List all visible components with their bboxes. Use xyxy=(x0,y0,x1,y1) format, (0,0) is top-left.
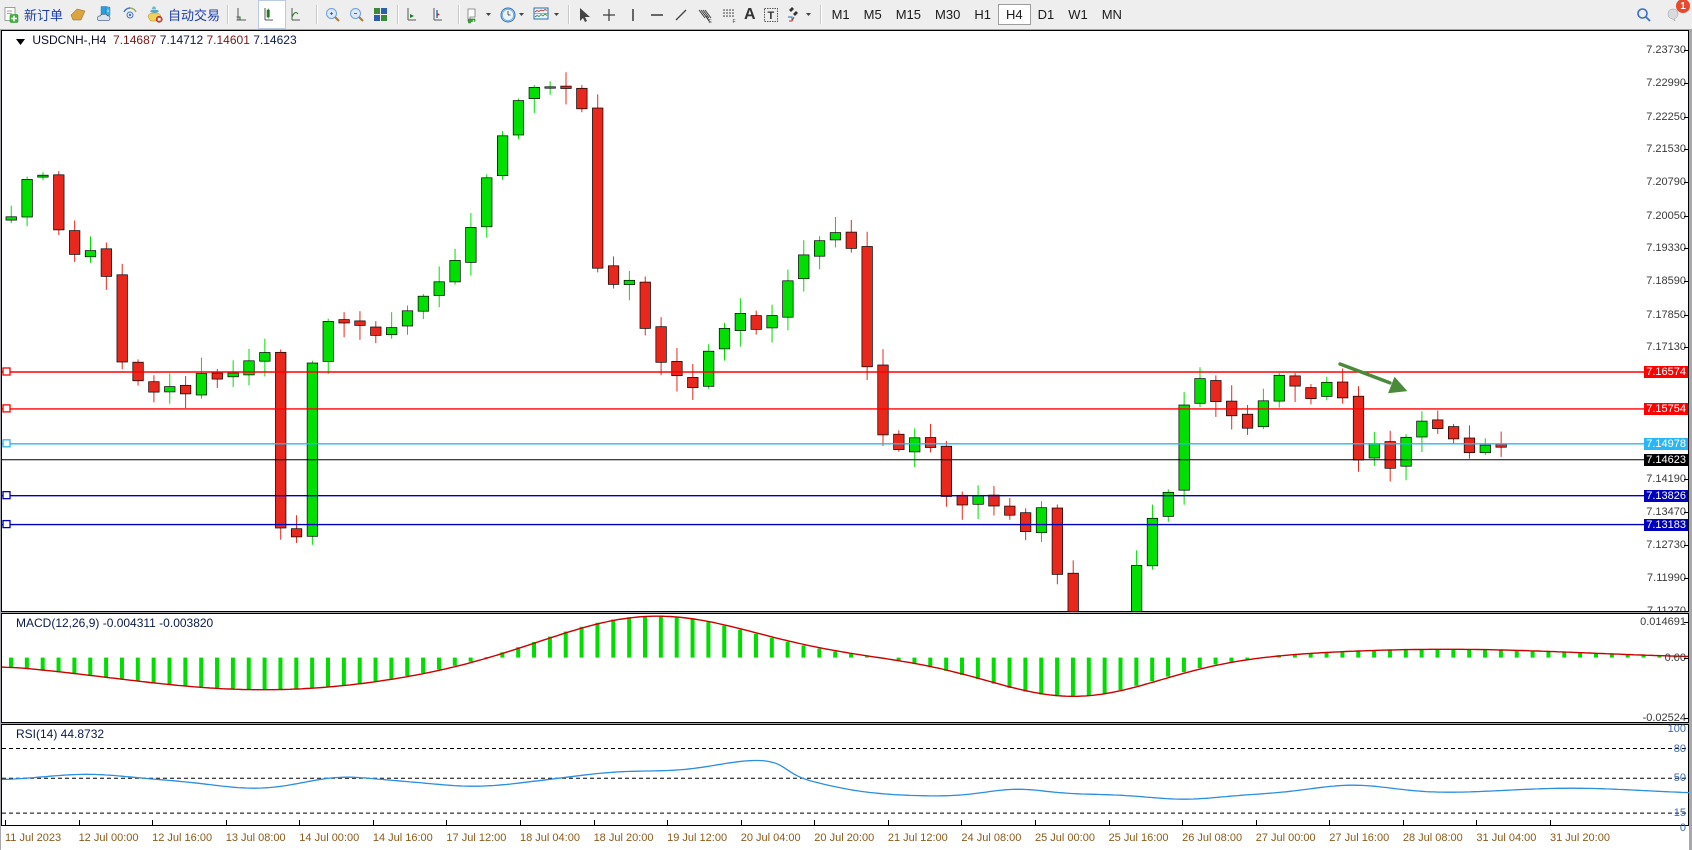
svg-text:F: F xyxy=(733,19,736,24)
svg-text:T: T xyxy=(767,10,774,22)
svg-text:E: E xyxy=(709,19,713,24)
